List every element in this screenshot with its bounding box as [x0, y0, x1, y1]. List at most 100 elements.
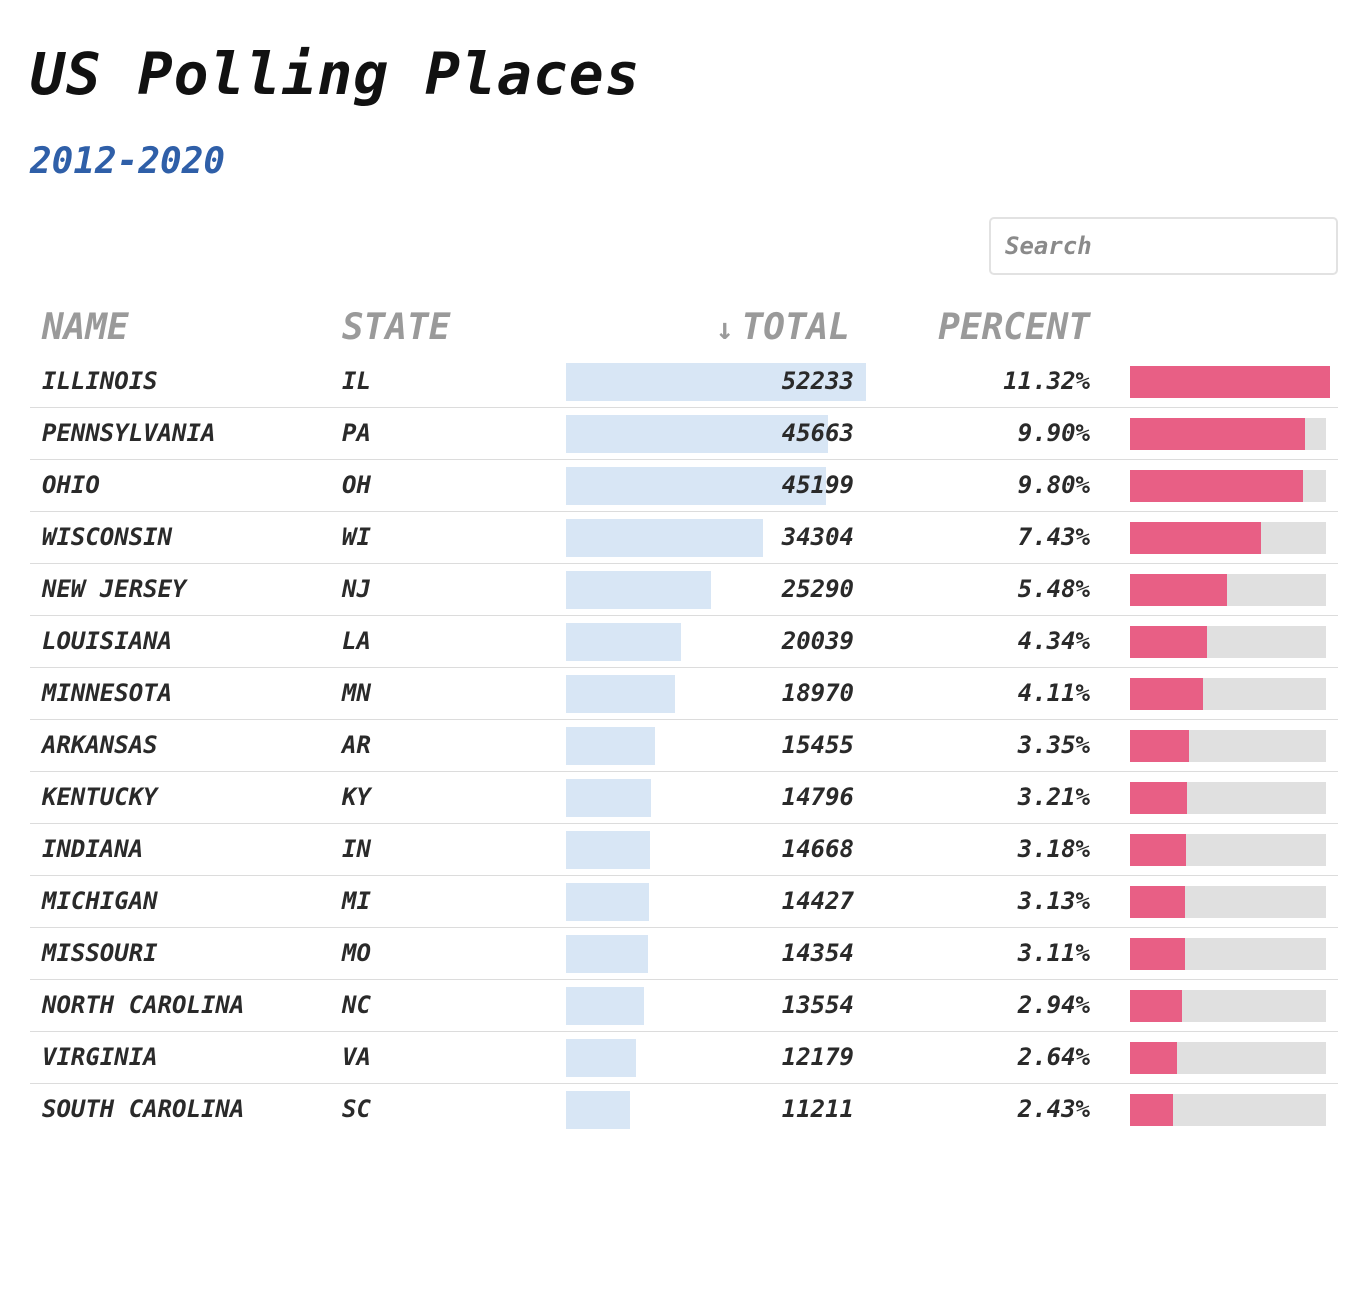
percent-bar-fill [1130, 730, 1189, 762]
cell-total: 20039 [781, 627, 854, 655]
table-header: NAME STATE ↓ TOTAL PERCENT [30, 300, 1338, 356]
cell-name: LOUISIANA [42, 627, 173, 655]
cell-total: 13554 [781, 991, 854, 1019]
cell-percent: 4.34% [1017, 627, 1090, 655]
cell-state: SC [342, 1095, 371, 1123]
total-bar [566, 727, 655, 765]
percent-bar-fill [1130, 522, 1261, 554]
cell-state: NC [342, 991, 371, 1019]
table-row: OHIO OH 45199 9.80% [30, 460, 1338, 512]
cell-state: KY [342, 783, 371, 811]
table-row: LOUISIANA LA 20039 4.34% [30, 616, 1338, 668]
cell-percent: 3.35% [1017, 731, 1090, 759]
cell-total: 14354 [781, 939, 854, 967]
percent-bar-fill [1130, 418, 1305, 450]
page-subtitle: 2012-2020 [30, 141, 226, 182]
page-title: US Polling Places [30, 40, 641, 108]
cell-name: MISSOURI [42, 939, 158, 967]
cell-total: 14668 [781, 835, 854, 863]
total-bar [566, 519, 763, 557]
column-header-percent[interactable]: PERCENT [938, 307, 1090, 348]
percent-bar-track [1130, 834, 1326, 866]
cell-name: WISCONSIN [42, 523, 173, 551]
cell-state: WI [342, 523, 371, 551]
table-row: WISCONSIN WI 34304 7.43% [30, 512, 1338, 564]
cell-name: ILLINOIS [42, 367, 158, 395]
total-bar [566, 831, 650, 869]
percent-bar-track [1130, 522, 1326, 554]
table-row: INDIANA IN 14668 3.18% [30, 824, 1338, 876]
total-bar [566, 987, 644, 1025]
cell-percent: 2.64% [1017, 1043, 1090, 1071]
cell-percent: 4.11% [1017, 679, 1090, 707]
cell-name: KENTUCKY [42, 783, 158, 811]
cell-state: OH [342, 471, 371, 499]
cell-percent: 3.18% [1017, 835, 1090, 863]
percent-bar-track [1130, 678, 1326, 710]
cell-name: OHIO [42, 471, 100, 499]
cell-state: MN [342, 679, 371, 707]
percent-bar-fill [1130, 626, 1207, 658]
percent-bar-track [1130, 366, 1330, 398]
cell-percent: 9.90% [1017, 419, 1090, 447]
cell-state: PA [342, 419, 371, 447]
table-row: VIRGINIA VA 12179 2.64% [30, 1032, 1338, 1084]
percent-bar-track [1130, 574, 1326, 606]
cell-percent: 9.80% [1017, 471, 1090, 499]
table-body: ILLINOIS IL 52233 11.32% PENNSYLVANIA PA 45663… [30, 356, 1338, 1135]
percent-bar-fill [1130, 782, 1187, 814]
percent-bar-fill [1130, 938, 1185, 970]
cell-state: AR [342, 731, 371, 759]
cell-percent: 11.32% [1003, 367, 1090, 395]
table-row: ILLINOIS IL 52233 11.32% [30, 356, 1338, 408]
total-bar [566, 675, 675, 713]
percent-bar-track [1130, 418, 1326, 450]
search-input[interactable] [989, 217, 1338, 275]
table-row: MISSOURI MO 14354 3.11% [30, 928, 1338, 980]
cell-total: 12179 [781, 1043, 854, 1071]
percent-bar-track [1130, 626, 1326, 658]
cell-state: IL [342, 367, 371, 395]
total-bar [566, 467, 826, 505]
column-header-total-label: TOTAL [741, 307, 850, 348]
cell-name: PENNSYLVANIA [42, 419, 216, 447]
cell-total: 45199 [781, 471, 854, 499]
table-row: NORTH CAROLINA NC 13554 2.94% [30, 980, 1338, 1032]
cell-percent: 2.94% [1017, 991, 1090, 1019]
table-row: MICHIGAN MI 14427 3.13% [30, 876, 1338, 928]
cell-state: MI [342, 887, 371, 915]
cell-total: 52233 [781, 367, 854, 395]
cell-name: NEW JERSEY [42, 575, 187, 603]
table-row: ARKANSAS AR 15455 3.35% [30, 720, 1338, 772]
cell-percent: 5.48% [1017, 575, 1090, 603]
cell-name: MICHIGAN [42, 887, 158, 915]
cell-percent: 3.21% [1017, 783, 1090, 811]
total-bar [566, 623, 681, 661]
cell-total: 34304 [781, 523, 854, 551]
percent-bar-track [1130, 730, 1326, 762]
percent-bar-fill [1130, 470, 1303, 502]
percent-bar-fill [1130, 574, 1227, 606]
percent-bar-track [1130, 470, 1326, 502]
cell-total: 14796 [781, 783, 854, 811]
column-header-name[interactable]: NAME [42, 307, 129, 348]
column-header-state[interactable]: STATE [342, 307, 451, 348]
cell-state: LA [342, 627, 371, 655]
percent-bar-fill [1130, 990, 1182, 1022]
column-header-total[interactable]: ↓ TOTAL [716, 300, 850, 358]
total-bar [566, 363, 866, 401]
cell-percent: 7.43% [1017, 523, 1090, 551]
percent-bar-fill [1130, 678, 1203, 710]
table-row: KENTUCKY KY 14796 3.21% [30, 772, 1338, 824]
percent-bar-track [1130, 990, 1326, 1022]
cell-state: NJ [342, 575, 371, 603]
cell-name: VIRGINIA [42, 1043, 158, 1071]
percent-bar-track [1130, 1042, 1326, 1074]
percent-bar-fill [1130, 834, 1186, 866]
cell-name: NORTH CAROLINA [42, 991, 245, 1019]
table-row: SOUTH CAROLINA SC 11211 2.43% [30, 1084, 1338, 1135]
arrow-down-icon: ↓ [715, 312, 734, 347]
percent-bar-fill [1130, 1094, 1173, 1126]
percent-bar-track [1130, 938, 1326, 970]
total-bar [566, 935, 648, 973]
